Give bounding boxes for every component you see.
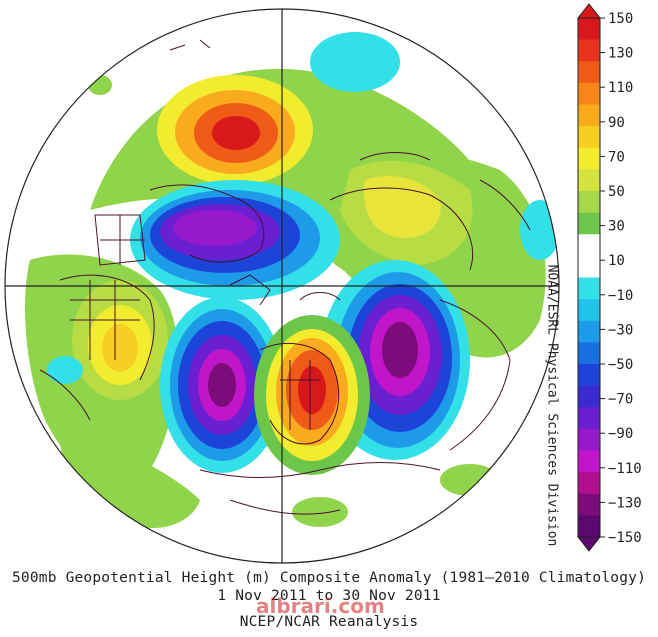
colorbar-segment: [578, 126, 600, 149]
caption-line-3: NCEP/NCAR Reanalysis: [239, 614, 419, 630]
colorbar-label: 130: [608, 46, 633, 62]
colorbar-segment: [578, 18, 600, 40]
colorbar-segment: [578, 39, 600, 62]
colorbar-segment: [578, 515, 600, 538]
colorbar-label: −50: [608, 357, 633, 373]
colorbar-segment: [578, 428, 600, 451]
caption-line-2: 1 Nov 2011 to 30 Nov 2011: [217, 588, 441, 604]
colorbar-label: 90: [608, 115, 625, 131]
colorbar-label: −110: [608, 461, 642, 477]
colorbar-label: 110: [608, 80, 633, 96]
colorbar-segment: [578, 364, 600, 386]
colorbar-label: 50: [608, 184, 625, 200]
colorbar-label: 10: [608, 253, 625, 269]
colorbar-segment: [578, 320, 600, 343]
colorbar-segment: [578, 82, 600, 105]
colorbar-segment: [578, 234, 600, 257]
colorbar-segment: [578, 450, 600, 473]
colorbar-segment: [578, 472, 600, 495]
colorbar-segment: [578, 493, 600, 516]
watermark: albrari.com: [256, 594, 385, 618]
credit-text-container: NOAA/ESRL Physical Sciences Division: [542, 258, 564, 558]
colorbar-label: 30: [608, 219, 625, 235]
colorbar-segment: [578, 299, 600, 322]
colorbar-segment: [578, 277, 600, 300]
colorbar-label: −10: [608, 288, 633, 304]
colorbar-segment: [578, 255, 600, 278]
colorbar-bottom-arrow: [576, 536, 602, 552]
colorbar-segment: [578, 385, 600, 408]
colorbar-segment: [578, 191, 600, 213]
colorbar-label: −150: [608, 530, 642, 546]
colorbar: 150 130 110 90 70 50 30 10 −10 −30 −50 −70 −90 −110 −1…: [576, 3, 642, 552]
credit-text: NOAA/ESRL Physical Sciences Division: [544, 264, 560, 547]
colorbar-segment: [578, 61, 600, 84]
colorbar-border: [577, 17, 601, 538]
colorbar-label: 70: [608, 149, 625, 165]
colorbar-segment: [578, 342, 600, 365]
colorbar-segment: [578, 407, 600, 430]
colorbar-label: −130: [608, 495, 642, 511]
colorbar-label: −90: [608, 426, 633, 442]
colorbar-label: −30: [608, 322, 633, 338]
colorbar-segment: [578, 169, 600, 192]
colorbar-label: 150: [608, 11, 633, 27]
colorbar-top-arrow: [576, 3, 602, 19]
colorbar-segment: [578, 147, 600, 170]
colorbar-segment: [578, 212, 600, 235]
coastlines: [39, 39, 531, 515]
colorbar-label: −70: [608, 392, 633, 408]
colorbar-segment: [578, 104, 600, 127]
caption-line-1: 500mb Geopotential Height (m) Composite …: [11, 570, 646, 586]
